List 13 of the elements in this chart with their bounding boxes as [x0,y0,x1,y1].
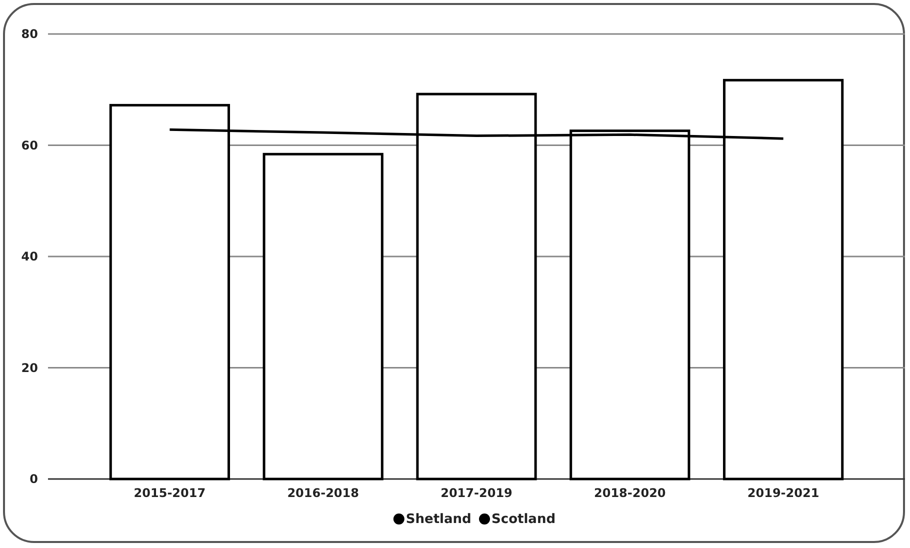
legend-label: Scotland [492,512,556,527]
x-tick-label: 2019-2021 [747,486,820,500]
y-tick-label: 40 [21,250,38,264]
y-tick-label: 60 [21,138,38,152]
legend-label: Shetland [406,512,472,527]
y-tick-label: 20 [21,360,38,375]
y-tick-label: 0 [30,472,38,486]
bar [262,152,384,480]
x-tick-label: 2018-2020 [594,486,666,500]
y-tick-label: 80 [21,27,38,42]
x-tick-label: 2015-2017 [134,486,206,500]
x-tick-label: 2017-2019 [440,486,512,500]
x-tick-label: 2016-2018 [287,486,359,500]
